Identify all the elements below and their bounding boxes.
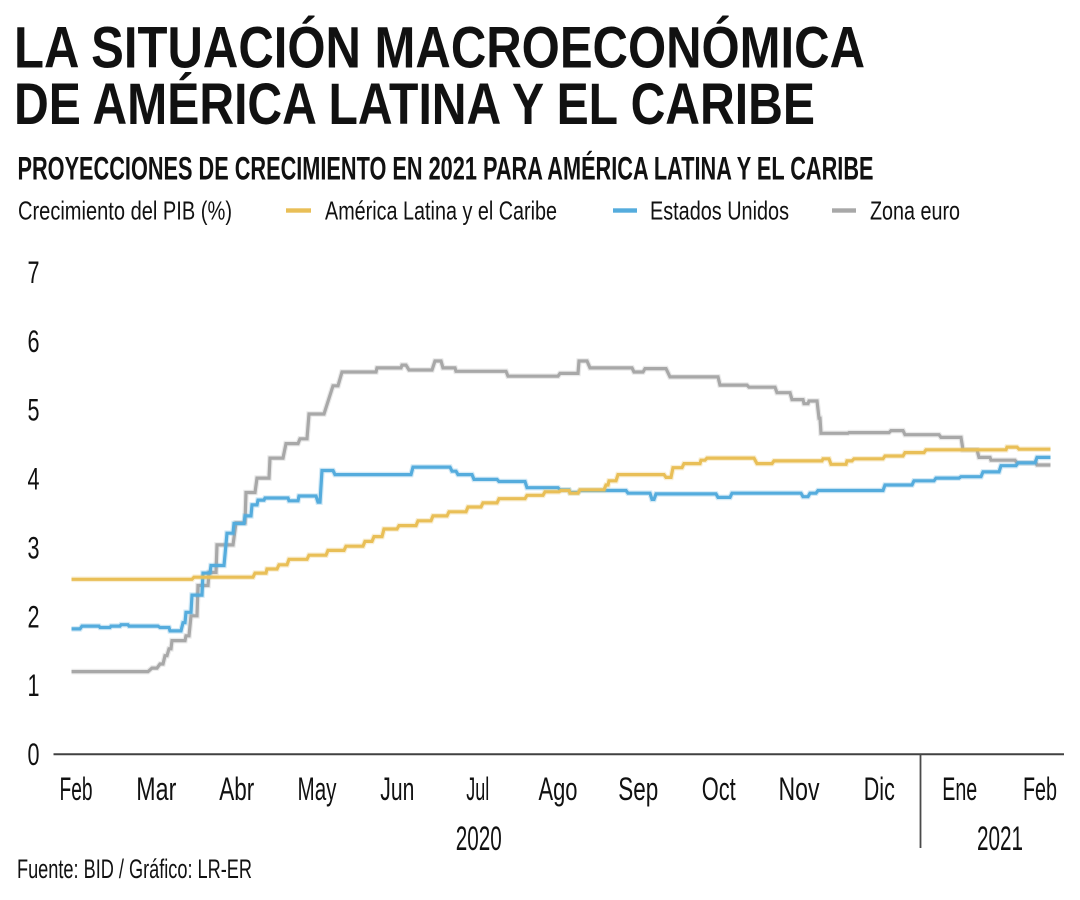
svg-text:Sep: Sep [618,771,658,807]
svg-text:Mar: Mar [136,771,176,807]
svg-text:DE AMÉRICA LATINA Y EL CARIBE: DE AMÉRICA LATINA Y EL CARIBE [14,72,815,137]
svg-text:2020: 2020 [456,820,502,858]
svg-text:Jul: Jul [466,771,489,807]
svg-text:América Latina y el Caribe: América Latina y el Caribe [325,196,557,226]
svg-text:Jun: Jun [380,771,414,807]
svg-text:Abr: Abr [219,771,254,807]
svg-text:LA SITUACIÓN MACROECONÓMICA: LA SITUACIÓN MACROECONÓMICA [14,16,865,81]
svg-text:3: 3 [28,529,40,565]
svg-text:Ago: Ago [539,771,578,807]
svg-text:Zona euro: Zona euro [870,196,960,226]
svg-text:5: 5 [28,392,40,428]
svg-text:Feb: Feb [1023,771,1057,807]
svg-text:Dic: Dic [864,771,895,807]
svg-text:2021: 2021 [977,820,1023,858]
svg-text:0: 0 [28,736,40,772]
svg-text:Estados Unidos: Estados Unidos [650,196,789,226]
svg-text:4: 4 [28,461,40,497]
svg-text:Oct: Oct [702,771,736,807]
svg-text:2: 2 [28,598,40,634]
svg-text:1: 1 [28,667,40,703]
svg-text:Ene: Ene [942,771,977,807]
svg-text:Crecimiento del PIB (%): Crecimiento del PIB (%) [18,196,232,226]
svg-text:6: 6 [28,323,40,359]
svg-text:7: 7 [28,254,40,290]
svg-text:Nov: Nov [779,771,820,807]
svg-text:PROYECCIONES DE CRECIMIENTO EN: PROYECCIONES DE CRECIMIENTO EN 2021 PARA… [18,150,874,186]
svg-text:Feb: Feb [60,771,93,807]
svg-text:Fuente: BID / Gráfico: LR-ER: Fuente: BID / Gráfico: LR-ER [17,854,252,884]
svg-text:May: May [298,771,337,807]
